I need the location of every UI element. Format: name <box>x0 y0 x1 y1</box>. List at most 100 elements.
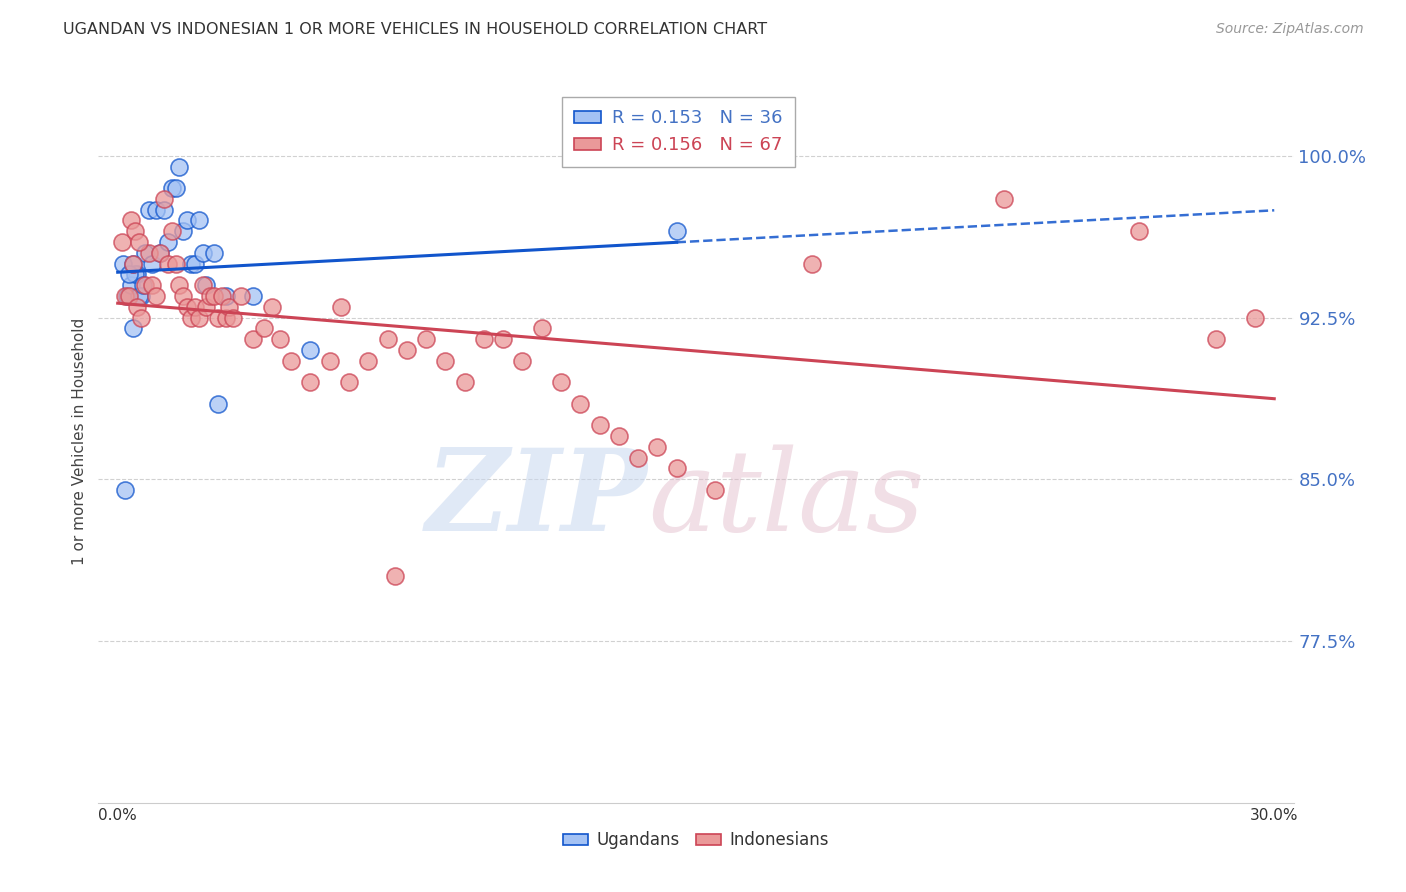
Point <box>253 321 276 335</box>
Point <box>176 213 198 227</box>
Point <box>195 278 218 293</box>
Point <box>138 202 160 217</box>
Point <box>214 289 236 303</box>
Point <box>176 300 198 314</box>
Point <box>384 569 406 583</box>
Point <box>184 257 207 271</box>
Point <box>434 353 457 368</box>
Point <box>149 245 172 260</box>
Point <box>180 257 202 271</box>
Point <box>120 213 142 227</box>
Point <box>122 257 145 271</box>
Point <box>1244 310 1267 325</box>
Point <box>132 278 155 293</box>
Point <box>492 332 515 346</box>
Point <box>165 257 187 271</box>
Point <box>299 343 322 357</box>
Y-axis label: 1 or more Vehicles in Household: 1 or more Vehicles in Household <box>72 318 87 566</box>
Point <box>169 160 191 174</box>
Point <box>260 300 283 314</box>
Point <box>125 268 148 282</box>
Point <box>242 332 264 346</box>
Point <box>415 332 437 346</box>
Point <box>218 300 240 314</box>
Point <box>269 332 291 346</box>
Point <box>665 224 688 238</box>
Point <box>149 245 172 260</box>
Point <box>122 257 145 271</box>
Point <box>195 300 218 314</box>
Point <box>530 321 553 335</box>
Point <box>156 235 179 249</box>
Point <box>222 310 245 325</box>
Point <box>1128 224 1150 238</box>
Text: UGANDAN VS INDONESIAN 1 OR MORE VEHICLES IN HOUSEHOLD CORRELATION CHART: UGANDAN VS INDONESIAN 1 OR MORE VEHICLES… <box>63 22 768 37</box>
Point <box>145 202 167 217</box>
Point <box>472 332 495 346</box>
Point <box>211 289 233 303</box>
Point <box>187 310 209 325</box>
Point <box>125 300 148 314</box>
Point <box>169 278 191 293</box>
Point <box>214 310 236 325</box>
Point <box>512 353 534 368</box>
Point <box>172 224 194 238</box>
Point <box>128 289 150 303</box>
Point <box>141 278 163 293</box>
Text: Source: ZipAtlas.com: Source: ZipAtlas.com <box>1216 22 1364 37</box>
Point <box>665 461 688 475</box>
Point <box>114 483 136 497</box>
Point <box>207 310 229 325</box>
Point <box>588 418 610 433</box>
Point <box>172 289 194 303</box>
Point <box>569 397 592 411</box>
Point <box>118 268 141 282</box>
Legend: Ugandans, Indonesians: Ugandans, Indonesians <box>557 824 835 856</box>
Point <box>156 257 179 271</box>
Point <box>242 289 264 303</box>
Point <box>124 268 146 282</box>
Point <box>229 289 252 303</box>
Point <box>377 332 399 346</box>
Point <box>337 376 360 390</box>
Point <box>319 353 342 368</box>
Point <box>191 245 214 260</box>
Point <box>118 289 141 303</box>
Point <box>129 310 152 325</box>
Point <box>627 450 650 465</box>
Point <box>800 257 823 271</box>
Point <box>145 289 167 303</box>
Point <box>138 245 160 260</box>
Point <box>280 353 302 368</box>
Point <box>357 353 380 368</box>
Point <box>187 213 209 227</box>
Point <box>110 235 132 249</box>
Point <box>141 257 163 271</box>
Point <box>330 300 353 314</box>
Text: atlas: atlas <box>648 444 925 555</box>
Point <box>124 224 146 238</box>
Point <box>299 376 322 390</box>
Point <box>118 289 141 303</box>
Point <box>202 289 225 303</box>
Point <box>122 321 145 335</box>
Text: ZIP: ZIP <box>426 444 648 555</box>
Point <box>180 310 202 325</box>
Point <box>153 192 176 206</box>
Point <box>647 440 669 454</box>
Point <box>165 181 187 195</box>
Point <box>607 429 630 443</box>
Point <box>134 245 156 260</box>
Point <box>202 245 225 260</box>
Point <box>550 376 572 390</box>
Point <box>129 289 152 303</box>
Point <box>191 278 214 293</box>
Point <box>134 278 156 293</box>
Point <box>1205 332 1227 346</box>
Point <box>395 343 418 357</box>
Point <box>704 483 727 497</box>
Point <box>993 192 1015 206</box>
Point <box>160 224 183 238</box>
Point <box>120 278 142 293</box>
Point <box>200 289 222 303</box>
